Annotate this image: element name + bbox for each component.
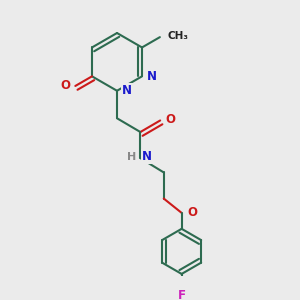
Text: N: N [147,70,157,83]
Text: O: O [187,206,197,219]
Text: N: N [142,150,152,163]
Text: N: N [122,84,132,97]
Text: O: O [60,80,70,92]
Text: O: O [165,112,175,126]
Text: F: F [178,289,186,300]
Text: CH₃: CH₃ [168,31,189,41]
Text: H: H [127,152,136,162]
